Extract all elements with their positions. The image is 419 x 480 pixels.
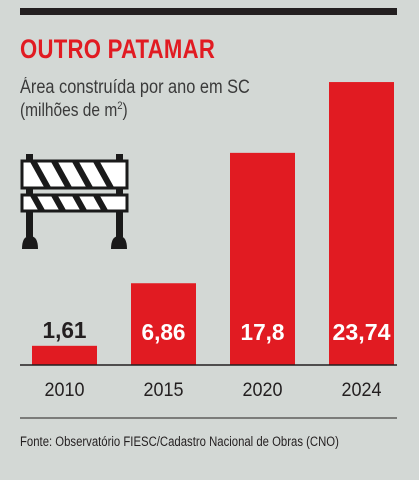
value-label-2024: 23,74 (333, 319, 391, 345)
x-tick-label-2024: 2024 (342, 380, 382, 401)
bars (32, 82, 394, 366)
construction-barrier-icon (20, 154, 129, 249)
value-label-2010: 1,61 (43, 317, 87, 343)
x-tick-label-2020: 2020 (243, 380, 283, 401)
unit-suffix: ) (122, 100, 128, 120)
bar-2024 (329, 82, 394, 366)
value-label-2015: 6,86 (142, 319, 186, 345)
x-axis-labels: 2010 2015 2020 2024 (45, 380, 382, 401)
bar-2015 (131, 283, 196, 365)
bar-2010 (32, 345, 97, 365)
top-rule (20, 8, 397, 15)
chart-unit: (milhões de m2) (20, 100, 128, 120)
chart-title: OUTRO PATAMAR (20, 34, 216, 64)
chart-subtitle: Área construída por ano em SC (20, 77, 250, 98)
value-label-2020: 17,8 (241, 319, 285, 345)
source-note: Fonte: Observatório FIESC/Cadastro Nacio… (20, 434, 339, 449)
unit-prefix: (milhões de m (20, 100, 118, 120)
x-tick-label-2015: 2015 (144, 380, 184, 401)
bar-2020 (230, 152, 295, 365)
unit-superscript: 2 (117, 100, 123, 112)
x-tick-label-2010: 2010 (45, 380, 85, 401)
value-labels: 1,61 6,86 17,8 23,74 (43, 317, 391, 345)
